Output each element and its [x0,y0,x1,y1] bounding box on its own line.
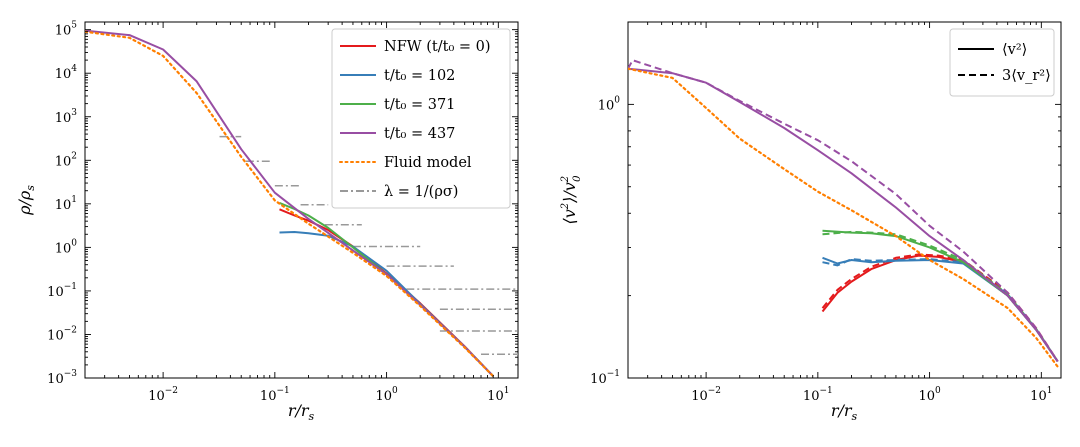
left-y-tick-label: 100 [55,238,78,256]
right-y-tick-label: 10−1 [590,369,620,387]
left-legend-label: t/t₀ = 437 [384,126,455,142]
right-legend: ⟨v²⟩ 3⟨v_r²⟩ [949,28,1055,97]
left-y-tick-label: 10−2 [47,325,77,343]
left-legend: NFW (t/t₀ = 0) t/t₀ = 102 t/t₀ = 371 t/t₀ =… [331,28,511,209]
left-legend-label: λ = 1/(ρσ) [384,184,458,200]
left-axis-ticks: 10−2 10−1 100 101 105 104 103 102 101 100 10−1 10−2… [47,21,518,404]
left-y-tick-label: 105 [55,21,78,39]
left-x-tick-label: 10−1 [260,386,290,404]
left-y-axis-label: ρ/ρs [15,185,37,216]
right-legend-label: 3⟨v_r²⟩ [1002,68,1051,84]
right-x-tick-label: 10−1 [803,386,833,404]
right-x-tick-label: 100 [918,386,941,404]
right-x-tick-label: 101 [1030,386,1052,404]
right-legend-label: ⟨v²⟩ [1002,42,1027,58]
right-velocity-panel: 10−2 10−1 100 101 100 10−1 r/rs ⟨v2⟩/v20 ⟨v²⟩… [560,21,1062,423]
right-plot-content [628,59,1059,368]
right-series-line [821,254,1059,362]
left-x-tick-label: 100 [375,386,398,404]
left-plot-content [85,29,518,378]
left-x-axis-label: r/rs [288,401,315,423]
right-legend-box [949,28,1055,97]
left-series-group [85,29,518,378]
right-plot-frame [627,21,1062,379]
right-x-tick-label: 10−2 [691,386,721,404]
right-series-line [822,229,1059,362]
right-series-group [628,59,1059,368]
left-x-tick-label: 101 [487,386,509,404]
left-legend-label: t/t₀ = 102 [384,68,455,84]
left-legend-label: Fluid model [384,155,472,171]
left-legend-label: NFW (t/t₀ = 0) [384,39,491,55]
right-y-tick-label: 100 [598,95,621,113]
left-series-line [85,29,494,377]
left-y-tick-label: 102 [55,151,77,169]
right-axis-ticks: 10−2 10−1 100 101 100 10−1 [590,21,1061,404]
right-y-axis-label: ⟨v2⟩/v20 [560,175,583,225]
right-series-line [821,253,1059,362]
left-y-tick-label: 10−1 [47,282,77,300]
left-series-line [85,30,495,378]
left-legend-label: t/t₀ = 371 [384,97,455,113]
right-series-line [822,258,1059,362]
left-y-tick-label: 103 [55,108,78,126]
left-y-tick-label: 10−3 [47,369,77,387]
right-x-axis-label: r/rs [831,401,858,423]
right-series-line [628,67,1059,362]
left-plot-frame [84,21,519,379]
right-series-line [628,59,1059,362]
left-y-tick-label: 104 [55,64,78,82]
left-legend-box [331,28,511,209]
right-series-line [628,67,1059,368]
left-x-tick-label: 10−2 [148,386,178,404]
left-series-line [279,231,494,377]
left-y-tick-label: 101 [55,195,77,213]
left-density-panel: 10−2 10−1 100 101 105 104 103 102 101 100 10−1 10−2… [15,21,519,423]
